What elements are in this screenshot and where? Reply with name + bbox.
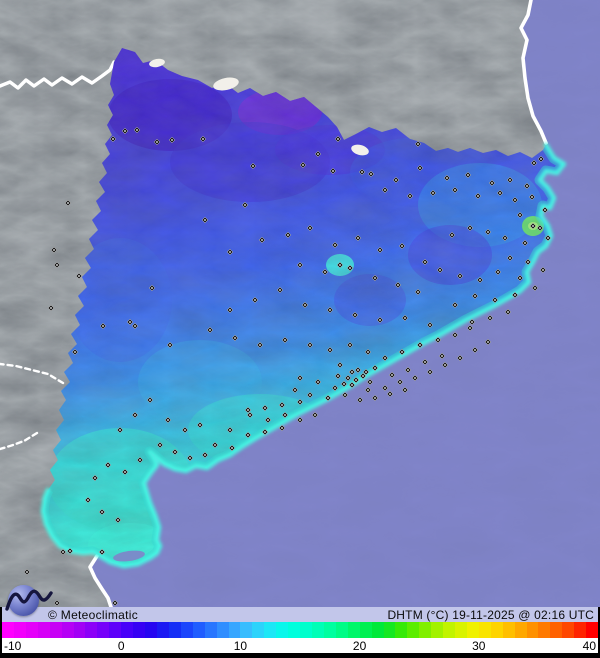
valencia-coastline: [88, 554, 113, 608]
scale-color-block: [431, 622, 444, 638]
meteoclimatic-logo: [5, 583, 57, 617]
scale-tick-label: 10: [233, 639, 248, 653]
border-snow-patches: [149, 58, 369, 156]
scale-color-block: [276, 622, 289, 638]
scale-color-block: [466, 622, 479, 638]
scale-color-block: [216, 622, 229, 638]
scale-color-block: [252, 622, 265, 638]
scale-color-block: [395, 622, 408, 638]
scale-color-block: [455, 622, 467, 638]
scale-color-block: [407, 622, 420, 638]
scale-color-block: [359, 622, 372, 638]
scale-color-block: [526, 622, 539, 638]
dashed-province-border: [0, 362, 65, 451]
scale-color-block: [192, 622, 205, 638]
scale-color-block: [347, 622, 360, 638]
scale-tick-label: 40: [582, 639, 596, 653]
scale-color-block: [180, 622, 193, 638]
delta-bay: [113, 550, 145, 562]
map-title-timestamp: DHTM (°C) 19-11-2025 @ 02:16 UTC: [387, 607, 594, 622]
scale-color-block: [288, 622, 301, 638]
scale-tick-label: -10: [4, 639, 22, 653]
scale-color-block: [49, 622, 62, 638]
temperature-scale-labels: -10 0 10 20 30 40: [0, 638, 600, 653]
scale-color-block: [371, 622, 384, 638]
scale-color-block: [478, 622, 491, 638]
scale-color-block: [538, 622, 551, 638]
scale-color-block: [133, 622, 146, 638]
scale-color-block: [586, 622, 599, 638]
scale-color-block: [121, 622, 134, 638]
temperature-scale-bar: [0, 622, 600, 638]
scale-color-block: [490, 622, 503, 638]
scale-color-block: [300, 622, 312, 638]
scale-color-block: [383, 622, 396, 638]
scale-tick-label: 30: [472, 639, 486, 653]
scale-color-block: [109, 622, 122, 638]
scale-color-block: [311, 622, 324, 638]
scale-color-block: [514, 622, 527, 638]
scale-color-block: [37, 622, 50, 638]
france-border: [0, 60, 116, 90]
scale-color-block: [228, 622, 241, 638]
scale-color-block: [25, 622, 38, 638]
scale-color-block: [97, 622, 110, 638]
logo-wave-icon: [5, 589, 53, 611]
scale-color-block: [419, 622, 432, 638]
scale-color-block: [562, 622, 575, 638]
scale-color-block: [2, 622, 14, 638]
coastline-borders: [88, 0, 548, 608]
coast-glow: [40, 142, 567, 569]
scale-color-block: [335, 622, 348, 638]
scale-color-block: [156, 622, 169, 638]
scale-color-block: [145, 622, 157, 638]
scale-color-block: [323, 622, 336, 638]
scale-color-block: [204, 622, 217, 638]
scale-tick-label: 0: [117, 639, 125, 653]
scale-color-block: [574, 622, 587, 638]
french-coastline: [519, 0, 548, 145]
scale-color-block: [73, 622, 86, 638]
attribution-strip: © Meteoclimatic DHTM (°C) 19-11-2025 @ 0…: [0, 607, 600, 622]
scale-tick-label: 20: [352, 639, 367, 653]
scale-color-block: [443, 622, 456, 638]
scale-color-block: [61, 622, 74, 638]
scale-color-block: [502, 622, 515, 638]
scale-color-block: [550, 622, 563, 638]
temperature-map[interactable]: [0, 0, 600, 608]
copyright-text: © Meteoclimatic: [48, 607, 139, 622]
scale-color-block: [240, 622, 253, 638]
scale-color-block: [85, 622, 98, 638]
scale-color-block: [264, 622, 277, 638]
scale-color-block: [13, 622, 26, 638]
scale-color-block: [168, 622, 181, 638]
